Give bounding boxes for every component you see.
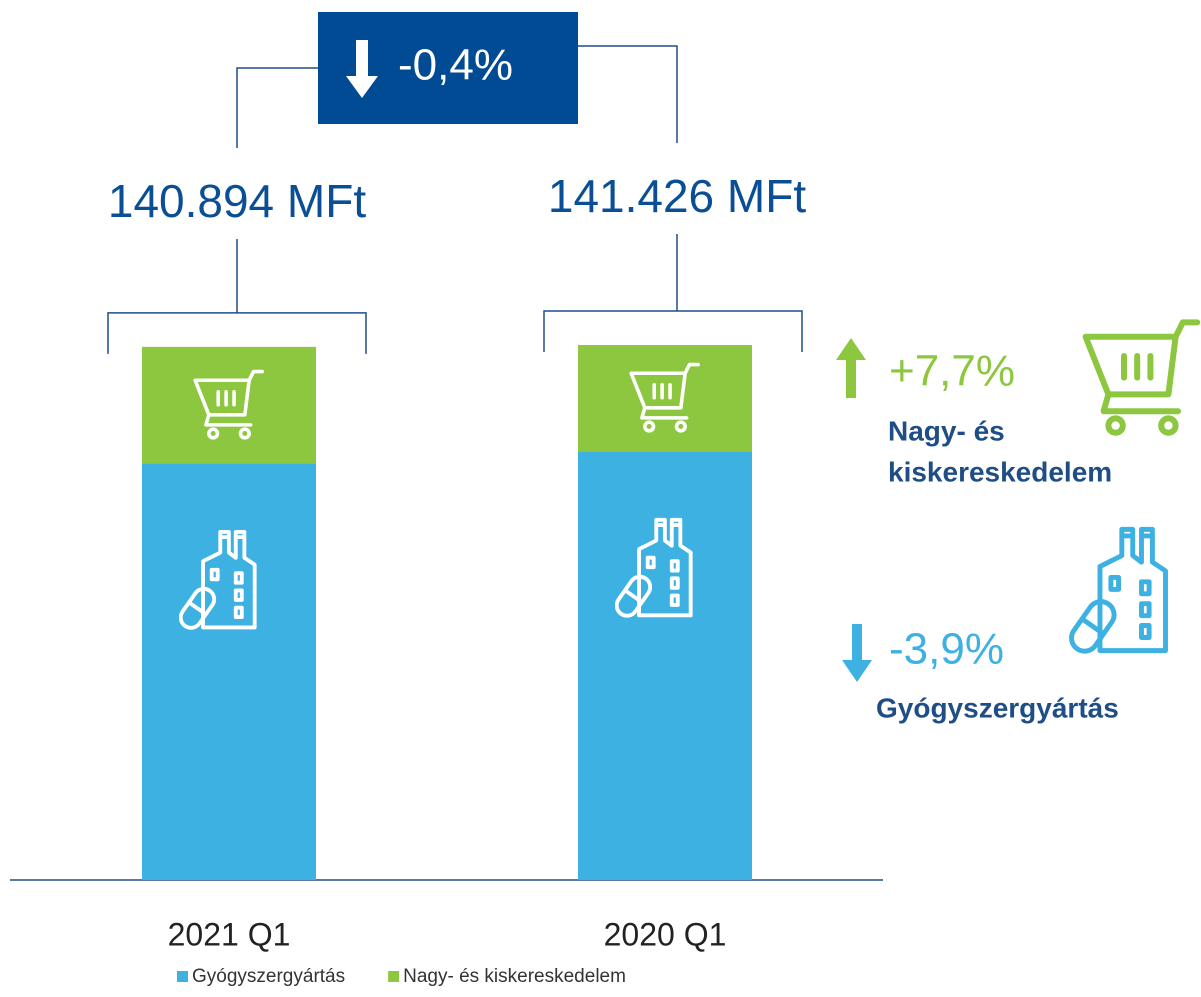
total-label: 140.894 MFt — [108, 175, 366, 227]
x-tick-label: 2020 Q1 — [604, 916, 727, 952]
bar-segment — [578, 345, 752, 452]
bar-segment — [578, 451, 752, 880]
up-arrow — [836, 338, 866, 398]
x-tick-label: 2021 Q1 — [168, 916, 291, 952]
total-change: -0,4% — [398, 41, 513, 90]
green-label: kiskereskedelem — [888, 456, 1112, 487]
down-arrow — [842, 624, 872, 682]
blue-change: -3,9% — [889, 625, 1004, 674]
total-bracket — [107, 239, 367, 354]
bracket — [236, 45, 678, 148]
legend-label: Nagy- és kiskereskedelem — [403, 966, 626, 987]
cart-icon — [1086, 322, 1198, 432]
bar-segment — [142, 463, 316, 880]
bar-segment — [142, 346, 316, 464]
total-bracket — [543, 234, 803, 352]
factory-icon — [1066, 529, 1165, 656]
legend-swatch — [388, 971, 400, 982]
legend-swatch — [177, 971, 188, 982]
legend-label: Gyógyszergyártás — [192, 966, 345, 987]
blue-label: Gyógyszergyártás — [876, 692, 1119, 723]
green-change: +7,7% — [889, 347, 1015, 396]
green-label: Nagy- és — [888, 415, 1005, 446]
down-arrow — [346, 40, 378, 98]
total-label: 141.426 MFt — [548, 170, 806, 222]
